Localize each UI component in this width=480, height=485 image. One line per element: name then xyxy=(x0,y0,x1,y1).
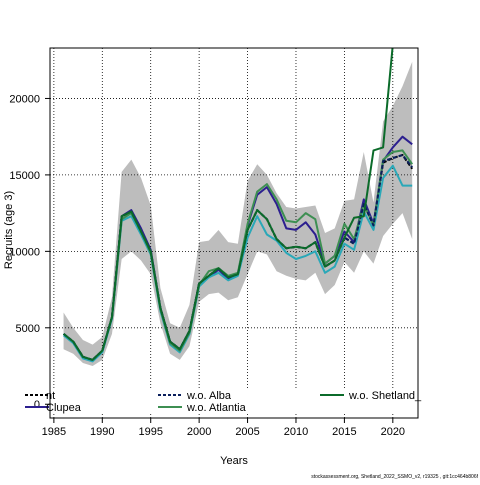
x-axis: 1985 1990 1995 2000 2005 2010 2015 2020 xyxy=(42,418,405,438)
x-tick-label: 1990 xyxy=(90,426,114,438)
series-layer xyxy=(62,48,414,363)
x-tick-label: 2020 xyxy=(381,426,405,438)
x-tick-label: 2005 xyxy=(235,426,259,438)
y-axis-label: Recruits (age 3) xyxy=(3,191,15,269)
x-axis-label: Years xyxy=(220,455,248,467)
y-tick-label: 0 xyxy=(34,399,40,411)
y-tick-label: 5000 xyxy=(16,323,40,335)
legend-label: w.o. Alba xyxy=(186,390,232,402)
plot-frame xyxy=(49,47,419,419)
x-tick-label: 1995 xyxy=(138,426,162,438)
legend-label: w.o. Shetland_ xyxy=(348,390,422,402)
x-tick-label: 2010 xyxy=(284,426,308,438)
x-tick-label: 1985 xyxy=(42,426,66,438)
confidence-band xyxy=(63,61,413,367)
legend-label: w.o. Atlantia xyxy=(186,402,247,414)
y-tick-label: 15000 xyxy=(9,170,40,182)
y-axis: 0 5000 10000 15000 20000 xyxy=(9,93,50,411)
footer-credit: stockassessment.org, Shetland_2022_SSMO_… xyxy=(311,474,478,480)
y-tick-label: 10000 xyxy=(9,246,40,258)
series-line-6 xyxy=(62,48,394,361)
legend-label: Clupea xyxy=(46,402,82,414)
confidence-band-layer xyxy=(63,61,413,367)
y-tick-label: 20000 xyxy=(9,93,40,105)
x-tick-label: 2000 xyxy=(187,426,211,438)
legend-label: nt xyxy=(46,390,55,402)
x-tick-label: 2015 xyxy=(332,426,356,438)
legend-background xyxy=(51,388,417,414)
